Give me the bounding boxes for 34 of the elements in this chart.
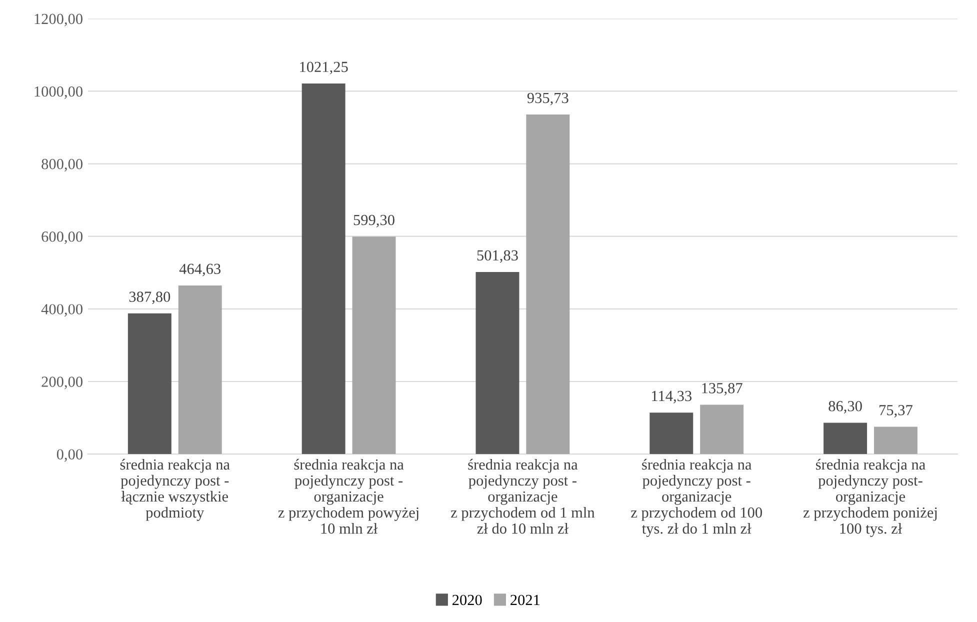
bar	[178, 285, 222, 454]
y-tick-label: 800,00	[42, 158, 82, 172]
data-label: 464,63	[179, 264, 221, 276]
bar	[302, 84, 346, 454]
legend-label: 2021	[510, 594, 540, 606]
x-tick-label: średnia reakcja na pojedynczy post - łącznie wszystkie podmioty	[120, 458, 230, 521]
data-label: 387,80	[129, 292, 170, 304]
bar	[128, 313, 172, 454]
x-tick-label: średnia reakcja na pojedynczy post- organizacje z przychodem poniżej 100 tys. zł	[803, 458, 937, 537]
data-label: 114,33	[652, 390, 692, 404]
bar	[526, 114, 570, 454]
x-tick-label: średnia reakcja na pojedynczy post - organizacje z przychodem od 1 mln zł do 10 mln zł	[450, 458, 595, 534]
bar	[476, 272, 520, 454]
y-tick-label: 200,00	[42, 376, 82, 390]
bar	[874, 426, 918, 454]
data-label: 599,30	[354, 214, 394, 228]
data-label: 135,87	[702, 383, 742, 396]
data-label: 1021,25	[300, 62, 348, 74]
data-label: 935,73	[527, 92, 568, 106]
y-tick-label: 1200,00	[34, 14, 82, 26]
y-tick-label: 0,00	[56, 449, 82, 462]
bar	[824, 422, 868, 454]
bar	[352, 236, 396, 454]
y-tick-label: 400,00	[41, 304, 82, 317]
data-label: 86,30	[828, 401, 862, 414]
y-tick-label: 1000,00	[34, 86, 82, 99]
x-tick-label: średnia reakcja na pojedynczy post - organizacje z przychodem od 100 tys. zł do 1 mln zł	[631, 458, 762, 537]
legend-label: 2020	[452, 594, 482, 606]
bar	[700, 404, 744, 454]
bar	[650, 412, 694, 454]
x-tick-label: średnia reakcja na pojedynczy post - organizacje z przychodem powyżej 10 mln zł	[278, 458, 418, 534]
data-label: 75,37	[880, 405, 912, 418]
data-label: 501,83	[477, 250, 518, 263]
y-tick-label: 600,00	[42, 232, 82, 244]
